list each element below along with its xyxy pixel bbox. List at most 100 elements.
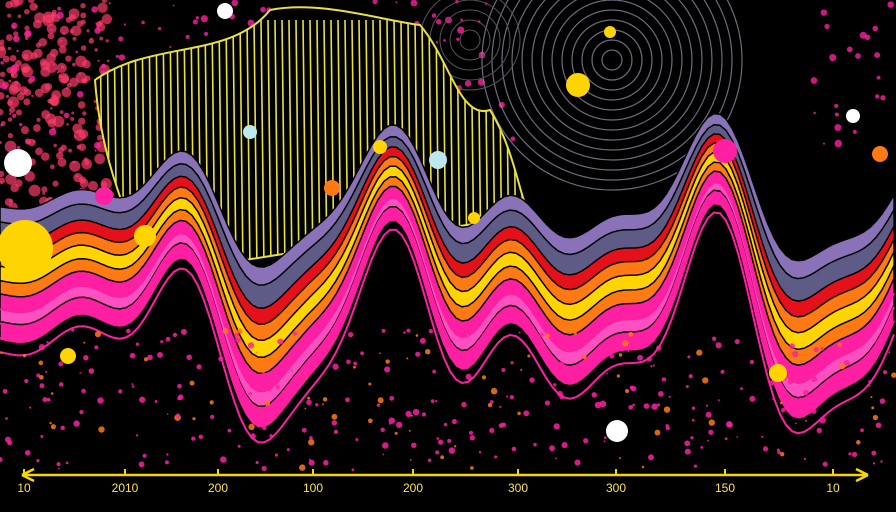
- contour-ring: [551, 0, 673, 121]
- scatter-dot: [851, 451, 858, 458]
- axis-tick-label: 10: [826, 481, 840, 495]
- splatter-dot: [2, 55, 10, 63]
- splatter-dot: [0, 61, 4, 65]
- scatter-dot: [419, 337, 426, 344]
- scatter-dot: [888, 351, 891, 354]
- scatter-dot: [97, 397, 104, 404]
- splatter-dot: [11, 22, 18, 29]
- axis-tick-label: 100: [302, 481, 324, 495]
- scatter-dot: [708, 419, 715, 426]
- splatter-dot: [72, 123, 83, 134]
- scatter-dot: [781, 407, 786, 413]
- scatter-dot: [489, 427, 495, 433]
- contour-ring: [439, 9, 501, 71]
- scatter-dot: [654, 429, 661, 436]
- scatter-dot: [299, 464, 306, 471]
- scatter-dot: [451, 419, 458, 425]
- splatter-dot: [94, 48, 98, 52]
- scatter-dot: [94, 345, 99, 350]
- decorative-circle: [134, 225, 156, 247]
- splatter-dot: [69, 160, 81, 172]
- splatter-dot: [50, 28, 53, 32]
- splatter-dot: [457, 26, 465, 34]
- splatter-dot: [42, 11, 55, 24]
- contour-ring: [511, 0, 713, 161]
- scatter-dot: [603, 440, 606, 443]
- scatter-dot: [619, 457, 621, 460]
- scatter-dot: [192, 417, 196, 421]
- scatter-dot: [822, 461, 828, 467]
- scatter-dot: [143, 357, 149, 362]
- axis-tick-label: 10: [17, 481, 31, 495]
- splatter-dot: [33, 124, 41, 132]
- scatter-dot: [663, 406, 671, 413]
- scatter-dot: [856, 440, 861, 445]
- splatter-dot: [4, 140, 17, 153]
- splatter-dot: [875, 94, 880, 99]
- scatter-dot: [489, 400, 494, 404]
- scatter-dot: [237, 375, 240, 379]
- splatter-dot: [192, 19, 198, 25]
- contour-ring: [481, 0, 743, 191]
- scatter-dot: [385, 359, 390, 364]
- scatter-dot: [410, 414, 413, 417]
- splatter-dot: [49, 164, 55, 170]
- scatter-dot: [708, 429, 714, 435]
- splatter-dot: [200, 15, 208, 23]
- scatter-dot: [501, 367, 506, 373]
- scatter-dot: [154, 400, 158, 403]
- scatter-dot: [40, 434, 44, 438]
- splatter-dot: [5, 173, 17, 185]
- decorative-circle: [566, 73, 590, 97]
- scatter-dot: [24, 450, 31, 456]
- scatter-dot: [351, 468, 355, 472]
- scatter-dot: [643, 403, 650, 409]
- hatch-line: [253, 19, 258, 271]
- splatter-dot: [141, 20, 145, 25]
- splatter-dot: [72, 62, 76, 67]
- splatter-dot: [72, 36, 77, 41]
- splatter-dot: [247, 19, 255, 27]
- splatter-dot: [94, 27, 101, 34]
- scatter-dot: [706, 439, 709, 442]
- scatter-dot: [0, 351, 3, 355]
- splatter-dot: [19, 122, 23, 127]
- scatter-dot: [688, 374, 693, 379]
- splatter-dot: [16, 49, 19, 53]
- scatter-dot: [311, 360, 315, 364]
- scatter-dot: [803, 457, 807, 461]
- splatter-dot: [59, 25, 69, 35]
- scatter-dot: [166, 413, 169, 415]
- scatter-dot: [435, 399, 438, 403]
- splatter-dot: [0, 46, 6, 52]
- scatter-dot: [813, 347, 819, 353]
- splatter-dot: [95, 22, 98, 25]
- splatter-dot: [96, 134, 103, 141]
- scatter-dot: [448, 447, 456, 454]
- hatch-line: [274, 19, 279, 271]
- scatter-dot: [39, 375, 44, 380]
- splatter-dot: [872, 25, 879, 32]
- scatter-dot: [437, 439, 444, 445]
- scatter-dot: [711, 336, 717, 341]
- splatter-dot: [846, 46, 853, 53]
- splatter-dot: [63, 112, 70, 119]
- scatter-dot: [135, 434, 139, 437]
- decorative-circle: [713, 139, 737, 163]
- scatter-dot: [415, 351, 421, 357]
- splatter-dot: [46, 23, 57, 34]
- scatter-dot: [792, 350, 799, 357]
- scatter-dot: [198, 434, 204, 440]
- splatter-dot: [431, 13, 437, 18]
- splatter-dot: [822, 142, 826, 145]
- scatter-dot: [125, 328, 131, 334]
- scatter-dot: [331, 420, 338, 426]
- splatter-dot: [16, 146, 21, 150]
- decorative-circle: [0, 220, 53, 276]
- scatter-dot: [477, 347, 484, 354]
- scatter-dot: [632, 403, 635, 407]
- hatch-line: [260, 19, 265, 271]
- scatter-dot: [561, 442, 568, 449]
- scatter-dot: [691, 418, 695, 422]
- scatter-dot: [668, 395, 671, 398]
